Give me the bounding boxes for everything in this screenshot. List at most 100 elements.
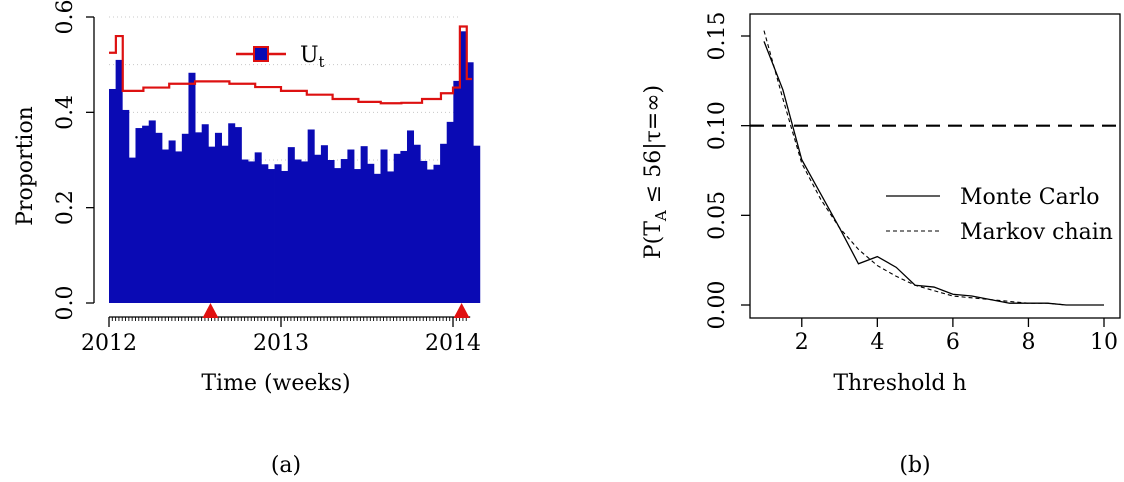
y-axis-label-b-tail: ≤ 56|τ=∞): [641, 85, 666, 210]
bar: [347, 149, 355, 303]
bar: [221, 145, 229, 303]
bar: [148, 120, 156, 303]
bar: [294, 159, 302, 303]
series-b: [763, 30, 1104, 306]
x-axis-label-b: Threshold h: [833, 371, 966, 396]
series-line-monte-carlo: [763, 41, 1104, 306]
bar: [261, 164, 269, 303]
bar: [109, 88, 117, 303]
plot-frame-b: [749, 13, 1121, 319]
bar: [254, 152, 262, 303]
panel-a: Ut 0.0 0.2 0.4 0.6 2012 2013 2014 Time (weeks…: [13, 0, 481, 478]
bar: [188, 72, 196, 304]
bar: [327, 160, 335, 303]
bar: [228, 123, 236, 304]
y-axis-b: 0.00 0.05 0.10 0.15: [705, 12, 750, 330]
bar: [426, 169, 434, 303]
bar: [287, 147, 295, 303]
bar: [354, 169, 362, 303]
bar: [281, 170, 289, 303]
legend-label-monte-carlo: Monte Carlo: [960, 185, 1100, 210]
y-tick-label-b: 0.10: [705, 101, 730, 150]
x-tick-label-a: 2014: [425, 331, 481, 356]
bar: [334, 168, 342, 303]
legend-marker-ut: [253, 46, 269, 62]
y-axis-label-b: P(TA ≤ 56|τ=∞): [641, 85, 670, 259]
bar: [234, 127, 242, 303]
panel-b: Monte Carlo Markov chain 0.00 0.05 0.10 0.15…: [641, 12, 1121, 478]
series-line-markov-chain: [763, 30, 1104, 306]
bar: [142, 125, 150, 304]
x-tick-label-b: 8: [1021, 330, 1035, 355]
x-tick-label-b: 6: [946, 330, 960, 355]
legend-label-ut-main: U: [300, 43, 319, 68]
x-tick-label-a: 2012: [81, 331, 137, 356]
bar: [340, 159, 348, 303]
bar: [453, 80, 461, 303]
bar: [446, 121, 454, 303]
alarm-markers-a: [202, 303, 470, 318]
bar: [367, 163, 375, 303]
y-tick-label-a: 0.2: [53, 190, 78, 225]
y-axis-label-a: Proportion: [13, 106, 38, 226]
bar: [175, 151, 183, 303]
x-tick-label-b: 10: [1090, 330, 1118, 355]
bar: [466, 62, 474, 304]
bar: [201, 124, 209, 303]
bar: [413, 144, 421, 303]
bar: [307, 129, 315, 303]
y-tick-label-a: 0.6: [53, 0, 78, 35]
x-axis-b: 2 4 6 8 10: [795, 318, 1118, 355]
x-axis-label-a: Time (weeks): [201, 371, 350, 396]
bar: [406, 130, 415, 303]
bar: [301, 161, 309, 303]
bar: [400, 150, 408, 303]
bar: [161, 149, 169, 303]
bar: [459, 31, 467, 304]
y-tick-label-a: 0.0: [53, 286, 78, 321]
ut-series-line: [109, 25, 472, 105]
bar: [155, 132, 163, 303]
y-tick-label-b: 0.00: [705, 281, 730, 330]
bars-a: [109, 31, 481, 304]
bar: [274, 164, 282, 303]
bar: [241, 159, 249, 303]
bar: [195, 132, 203, 303]
bar: [473, 145, 481, 303]
y-axis-label-b-sub: A: [652, 210, 670, 222]
bar: [181, 133, 189, 303]
bar: [420, 160, 428, 303]
panel-label-b: (b): [899, 453, 930, 478]
legend-b: Monte Carlo Markov chain: [886, 185, 1113, 245]
bar: [314, 154, 322, 303]
x-tick-label-b: 4: [870, 330, 884, 355]
plot-frame-b: [749, 13, 1121, 319]
y-axis-label-b-lead: P(: [641, 236, 666, 259]
bar: [380, 149, 388, 303]
legend-label-ut: Ut: [300, 43, 325, 71]
bar: [440, 143, 448, 303]
y-axis-a: 0.0 0.2 0.4 0.6: [53, 0, 95, 321]
legend-label-markov-chain: Markov chain: [960, 220, 1113, 245]
bar: [267, 169, 275, 303]
y-tick-label-a: 0.4: [53, 95, 78, 130]
panel-label-a: (a): [271, 453, 301, 478]
bar: [128, 157, 136, 303]
bar: [393, 153, 401, 303]
alarm-marker: [202, 303, 219, 318]
y-tick-label-b: 0.15: [705, 12, 730, 61]
bar: [115, 59, 123, 304]
bar: [360, 146, 368, 303]
bar: [373, 173, 381, 303]
x-tick-label-b: 2: [795, 330, 809, 355]
y-axis-label-b-main: T: [641, 221, 666, 236]
bar: [214, 132, 222, 303]
bar: [320, 145, 328, 303]
x-axis-a: 2012 2013 2014: [81, 316, 481, 356]
bar: [387, 171, 395, 303]
x-tick-label-a: 2013: [253, 331, 309, 356]
legend-label-ut-sub: t: [319, 53, 325, 71]
bar: [168, 140, 176, 303]
bar: [135, 128, 143, 303]
